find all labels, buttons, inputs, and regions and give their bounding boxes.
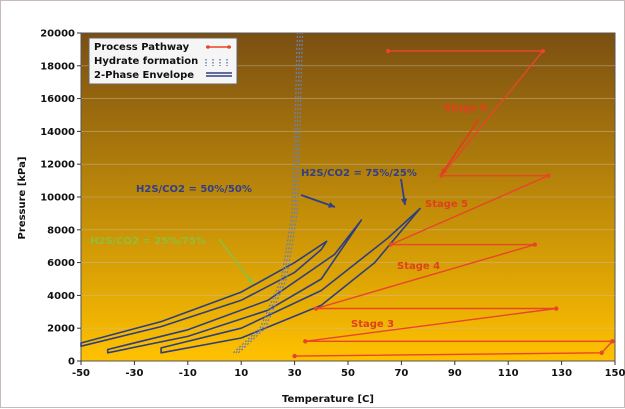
y-tick-label: 6000 [47, 258, 75, 269]
legend-label-envelope: 2-Phase Envelope [94, 70, 194, 81]
x-tick-label: 110 [498, 368, 519, 379]
y-tick-label: 10000 [40, 193, 75, 204]
y-axis-ticks: 0 2000 4000 6000 8000 10000 12000 14000 16000 180… [40, 29, 81, 368]
annotation-stage-5: Stage 5 [425, 199, 468, 210]
x-tick-label: 30 [288, 368, 302, 379]
legend-label-hydrate: Hydrate formation [94, 56, 198, 67]
envelope-curve-2 [106, 219, 363, 354]
annotation-stage-4: Stage 4 [397, 261, 440, 272]
x-tick-label: 150 [605, 368, 625, 379]
annotation-arrowhead-4 [441, 168, 448, 175]
legend-swatch-hydrate [205, 59, 228, 66]
x-tick-label: 50 [341, 368, 355, 379]
process-point [385, 48, 391, 54]
x-tick-label: 90 [448, 368, 462, 379]
legend-swatch-process [206, 45, 231, 49]
annotation-h2s-co2-25-75: H2S/CO2 = 25%/75% [90, 236, 206, 247]
y-tick-label: 12000 [40, 160, 75, 171]
legend: Process Pathway Hydrate formation 2-Phas… [88, 37, 238, 85]
two-phase-envelopes [80, 207, 421, 354]
process-point [303, 339, 308, 344]
envelope-curve-1 [80, 240, 328, 347]
process-point [610, 339, 615, 344]
y-tick-label: 18000 [40, 61, 75, 72]
y-tick-label: 4000 [47, 291, 75, 302]
process-point [599, 350, 604, 355]
annotation-arrow-1 [218, 238, 254, 285]
process-point [546, 173, 551, 178]
envelope-curve-3 [160, 207, 421, 354]
x-tick-label: -50 [72, 368, 90, 379]
x-tick-label: 70 [394, 368, 408, 379]
process-point [554, 306, 559, 311]
annotation-arrows [218, 118, 480, 285]
y-tick-label: 16000 [40, 94, 75, 105]
y-axis-title: Pressure [kPa] [17, 157, 28, 240]
x-tick-label: -10 [179, 368, 197, 379]
process-point [439, 173, 444, 178]
y-tick-label: 0 [68, 357, 75, 368]
annotation-stage-3: Stage 3 [351, 319, 394, 330]
legend-label-process: Process Pathway [94, 42, 190, 53]
annotation-stage-6: Stage 6 [444, 103, 487, 114]
process-pathway-path [294, 50, 614, 357]
y-tick-label: 8000 [47, 225, 75, 236]
process-point [313, 306, 319, 311]
x-tick-label: -30 [125, 368, 143, 379]
process-point [292, 353, 297, 359]
legend-swatch-envelope [206, 72, 232, 77]
y-tick-label: 14000 [40, 127, 75, 138]
annotation-arrowhead-3 [401, 198, 408, 205]
annotation-arrow-4 [440, 118, 480, 176]
y-tick-label: 20000 [40, 29, 75, 40]
annotation-h2s-co2-50-50: H2S/CO2 = 50%/50% [136, 184, 252, 195]
annotation-arrowhead-2 [328, 202, 335, 208]
x-axis-title: Temperature [C] [282, 394, 374, 405]
y-tick-label: 2000 [47, 324, 75, 335]
process-point [540, 48, 546, 54]
process-point [388, 242, 393, 247]
x-tick-label: 130 [551, 368, 572, 379]
x-axis-ticks: -50 -30 -10 10 30 50 70 90 110 130 150 [72, 361, 625, 379]
process-point [532, 242, 538, 247]
annotation-h2s-co2-75-25: H2S/CO2 = 75%/25% [301, 168, 417, 179]
process-pathway-line [292, 48, 615, 359]
x-tick-label: 10 [234, 368, 248, 379]
annotation-arrowhead-1 [246, 277, 253, 284]
